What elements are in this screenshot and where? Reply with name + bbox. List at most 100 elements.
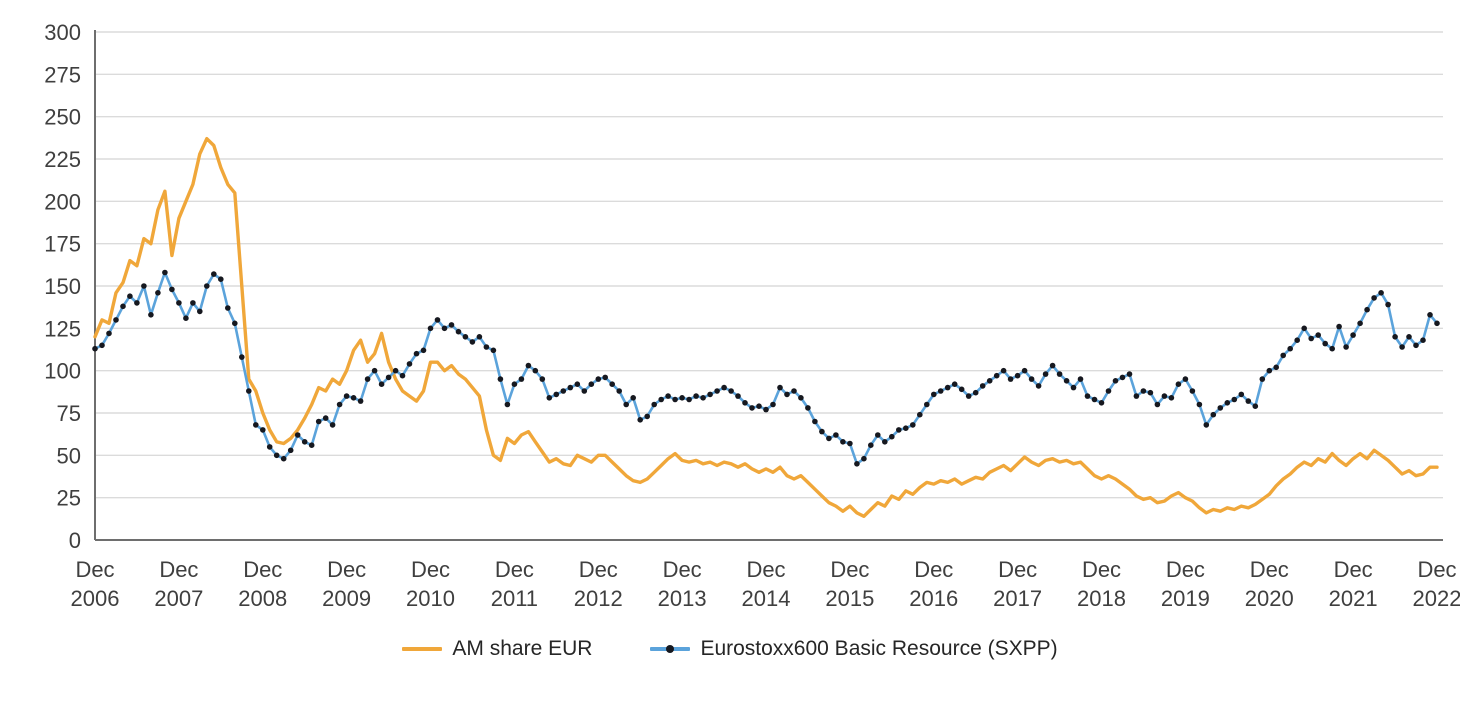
- x-tick-year-2018: 2018: [1077, 586, 1126, 611]
- data-point-marker: [1252, 403, 1259, 410]
- data-point-marker: [204, 283, 210, 289]
- data-point-marker: [1189, 388, 1196, 394]
- data-point-marker: [134, 300, 140, 306]
- data-point-marker: [1098, 400, 1105, 406]
- data-point-marker: [455, 328, 462, 335]
- data-point-marker: [1406, 334, 1412, 340]
- data-point-marker: [120, 303, 126, 310]
- data-point-marker: [427, 325, 434, 332]
- data-point-marker: [1224, 400, 1231, 406]
- data-point-marker: [350, 395, 357, 401]
- data-point-marker: [1427, 312, 1433, 318]
- chart-legend: AM share EUR Eurostoxx600 Basic Resource…: [0, 637, 1460, 661]
- data-point-marker: [413, 350, 420, 357]
- data-point-marker: [567, 384, 574, 391]
- x-tick-month-2007: Dec: [159, 557, 198, 582]
- data-point-marker: [749, 405, 755, 411]
- data-point-marker: [497, 376, 504, 382]
- data-point-marker: [1371, 295, 1377, 301]
- data-point-marker: [700, 395, 706, 401]
- x-tick-month-2015: Dec: [830, 557, 869, 582]
- data-point-marker: [951, 381, 958, 388]
- x-tick-month-2018: Dec: [1082, 557, 1121, 582]
- data-point-marker: [931, 391, 937, 398]
- data-point-marker: [1070, 384, 1077, 391]
- data-point-marker: [763, 406, 769, 413]
- data-point-marker: [1364, 306, 1370, 313]
- data-point-marker: [693, 393, 699, 399]
- data-point-marker: [958, 386, 965, 393]
- legend-item-am-share: AM share EUR: [402, 637, 592, 661]
- data-point-marker: [448, 322, 455, 328]
- y-tick-label-25: 25: [57, 486, 81, 511]
- y-tick-label-50: 50: [57, 443, 81, 468]
- data-point-marker: [1049, 362, 1056, 369]
- data-point-marker: [1161, 393, 1168, 399]
- data-point-marker: [406, 361, 413, 367]
- x-tick-year-2022: 2022: [1413, 586, 1460, 611]
- data-point-marker: [1126, 371, 1133, 377]
- data-point-marker: [385, 374, 392, 381]
- data-point-marker: [777, 384, 783, 391]
- data-point-marker: [301, 439, 308, 445]
- data-point-marker: [420, 347, 427, 354]
- data-point-marker: [1175, 381, 1182, 388]
- x-tick-year-2011: 2011: [491, 586, 538, 611]
- y-axis-labels: 0 25 50 75 100 125 150 175 200 225 250 275 300: [44, 20, 81, 553]
- data-point-marker: [1434, 320, 1440, 327]
- y-tick-label-300: 300: [44, 20, 81, 45]
- data-point-marker: [965, 393, 972, 399]
- data-point-marker: [525, 362, 532, 369]
- data-point-marker: [1084, 393, 1091, 399]
- data-point-marker: [868, 442, 874, 449]
- data-point-marker: [511, 381, 518, 388]
- data-point-marker: [1168, 395, 1175, 401]
- am-share-line-swatch: [402, 647, 443, 651]
- data-point-marker: [364, 376, 371, 382]
- data-point-marker: [756, 403, 762, 410]
- data-point-marker: [218, 276, 224, 283]
- data-point-marker: [1280, 352, 1286, 359]
- data-point-marker: [812, 418, 818, 425]
- data-point-marker: [944, 384, 951, 391]
- data-point-marker: [602, 374, 608, 381]
- data-point-marker: [357, 398, 364, 404]
- data-point-marker: [637, 417, 643, 423]
- data-point-marker: [155, 290, 161, 296]
- x-tick-month-2016: Dec: [914, 557, 953, 582]
- data-point-marker: [1000, 367, 1007, 374]
- data-point-marker: [1203, 422, 1210, 428]
- data-point-marker: [1245, 398, 1252, 404]
- x-tick-year-2014: 2014: [742, 586, 791, 611]
- data-point-marker: [679, 395, 685, 401]
- y-tick-label-225: 225: [44, 147, 81, 172]
- x-tick-month-2012: Dec: [579, 557, 618, 582]
- chart-canvas: 0 25 50 75 100 125 150 175 200 225 250 275 300 Dec 200…: [44, 20, 1460, 611]
- data-point-marker: [183, 315, 189, 322]
- x-tick-year-2020: 2020: [1245, 586, 1294, 611]
- data-point-marker: [287, 447, 294, 454]
- data-point-marker: [1336, 323, 1342, 330]
- data-point-marker: [211, 271, 217, 277]
- data-point-marker: [378, 381, 385, 388]
- data-point-marker: [469, 339, 476, 345]
- data-point-marker: [1315, 332, 1321, 338]
- y-tick-label-125: 125: [44, 316, 81, 341]
- data-point-marker: [1091, 396, 1098, 403]
- data-point-marker: [1294, 337, 1300, 344]
- data-point-marker: [546, 395, 553, 401]
- data-point-marker: [588, 381, 595, 388]
- data-point-marker: [1343, 344, 1349, 350]
- data-point-marker: [1196, 401, 1203, 408]
- data-point-marker: [1140, 388, 1147, 394]
- data-point-marker: [1350, 332, 1356, 338]
- data-point-marker: [99, 342, 105, 349]
- data-point-marker: [392, 367, 399, 374]
- data-point-marker: [840, 439, 846, 445]
- y-tick-label-75: 75: [57, 401, 81, 426]
- data-point-marker: [672, 396, 678, 403]
- data-point-marker: [1210, 411, 1217, 418]
- data-point-marker: [924, 401, 930, 408]
- data-point-marker: [92, 345, 98, 352]
